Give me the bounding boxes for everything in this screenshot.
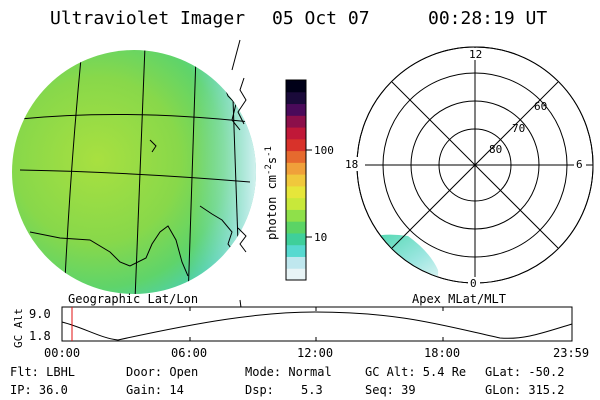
geographic-panel-label: Geographic Lat/Lon	[68, 292, 199, 306]
colorbar-segment	[286, 150, 306, 163]
mlat-label-80: 80	[489, 143, 502, 156]
colorbar-segment	[286, 91, 306, 105]
info-glon: GLon: 315.2	[485, 383, 565, 397]
colorbar-segment	[286, 80, 306, 93]
info-gc-alt: GC Alt: 5.4 Re	[365, 365, 467, 379]
colorbar-segment	[286, 244, 306, 257]
mlat-label-60: 60	[534, 100, 547, 113]
info-gain: Gain: 14	[126, 383, 184, 397]
colorbar-segment	[286, 209, 306, 222]
colorbar-segment	[286, 256, 306, 269]
apex-polar-plot: 12 18 6 0 60 70 80	[343, 46, 594, 290]
time-tick-4: 23:59	[553, 346, 589, 360]
altitude-plot: GC Alt 9.0 1.8 00:00 06:00 12:00 18:00 2…	[12, 306, 589, 360]
colorbar-tick-label-100: 100	[314, 144, 334, 157]
intensity-colorbar	[285, 79, 307, 281]
info-ip: IP: 36.0	[10, 383, 68, 397]
geographic-globe-image	[12, 39, 256, 331]
time-tick-2: 12:00	[297, 346, 333, 360]
colorbar-segment	[286, 174, 306, 187]
colorbar-segment	[286, 268, 306, 281]
colorbar-segment	[286, 221, 306, 234]
colorbar-segment	[286, 232, 306, 246]
info-dsp-value: 5.3	[301, 383, 323, 397]
info-glat: GLat: -50.2	[485, 365, 565, 379]
observation-date: 05 Oct 07	[272, 8, 370, 29]
colorbar-unit-label: photon cm-2s-1	[264, 146, 279, 240]
time-tick-0: 00:00	[44, 346, 80, 360]
info-dsp-label: Dsp:	[245, 383, 274, 397]
mlt-label-18: 18	[345, 158, 358, 171]
info-seq: Seq: 39	[365, 383, 416, 397]
mlt-label-0: 0	[470, 277, 477, 290]
altitude-tick-bottom: 1.8	[29, 329, 51, 343]
polar-panel-label: Apex MLat/MLT	[412, 292, 506, 306]
altitude-tick-top: 9.0	[29, 307, 51, 321]
observation-time: 00:28:19 UT	[428, 8, 548, 29]
mlt-label-12: 12	[469, 48, 482, 61]
image-title: Ultraviolet Imager	[50, 8, 246, 29]
altitude-axis-label: GC Alt	[12, 308, 25, 348]
colorbar-segment	[286, 103, 306, 116]
colorbar-segment	[286, 162, 306, 175]
info-flt: Flt: LBHL	[10, 365, 76, 379]
colorbar-segment	[286, 197, 306, 210]
colorbar-segment	[286, 138, 306, 152]
info-mode: Mode: Normal	[245, 365, 332, 379]
colorbar-tick-label-10: 10	[314, 231, 327, 244]
colorbar-segment	[286, 115, 306, 128]
mlt-label-6: 6	[576, 158, 583, 171]
time-tick-1: 06:00	[171, 346, 207, 360]
mlat-label-70: 70	[512, 122, 525, 135]
colorbar-segment	[286, 127, 306, 140]
colorbar-segment	[286, 185, 306, 199]
time-tick-3: 18:00	[424, 346, 460, 360]
info-door: Door: Open	[126, 365, 199, 379]
